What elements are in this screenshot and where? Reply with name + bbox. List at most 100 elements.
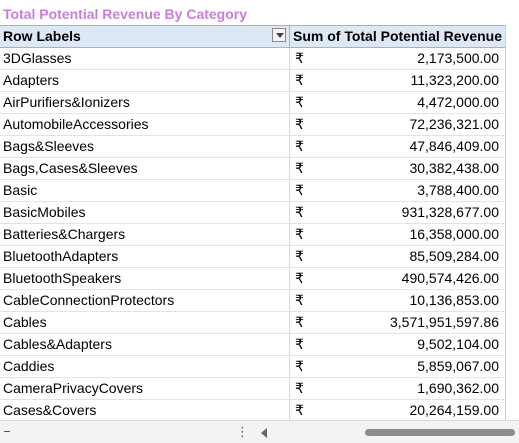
currency-symbol: ₹ — [295, 380, 304, 396]
pivot-title: Total Potential Revenue By Category — [3, 6, 248, 22]
row-label-cell[interactable]: Cables&Adapters — [3, 336, 112, 352]
value-cell[interactable]: 10,136,853.00 — [409, 292, 499, 308]
row-label-cell[interactable]: AutomobileAccessories — [3, 116, 149, 132]
column-divider — [289, 136, 290, 157]
row-label-cell[interactable]: Batteries&Chargers — [3, 226, 126, 242]
row-labels-header[interactable]: Row Labels — [3, 28, 81, 44]
spreadsheet-grid: Total Potential Revenue By Category Row … — [0, 6, 506, 420]
table-row[interactable]: Cables&Adapters ₹9,502,104.00 — [0, 334, 505, 356]
table-row[interactable]: Cables ₹3,571,951,597.86 — [0, 312, 505, 334]
value-cell[interactable]: 2,173,500.00 — [417, 50, 499, 66]
sheet-bottom-bar: ⋮ — [0, 420, 519, 443]
column-gridline — [505, 25, 506, 420]
pivot-rows: 3DGlasses ₹2,173,500.00 Adapters ₹11,323,20… — [0, 48, 505, 420]
column-divider — [289, 356, 290, 377]
column-divider — [289, 268, 290, 289]
left-arrow-icon[interactable] — [261, 428, 267, 438]
zoom-out-icon[interactable] — [4, 431, 10, 432]
column-divider — [289, 26, 290, 47]
value-cell[interactable]: 11,323,200.00 — [410, 72, 500, 88]
value-cell[interactable]: 4,472,000.00 — [417, 94, 499, 110]
row-label-cell[interactable]: CameraPrivacyCovers — [3, 380, 144, 396]
row-label-cell[interactable]: Cases&Covers — [3, 402, 97, 418]
value-cell[interactable]: 20,264,159.00 — [409, 402, 499, 418]
column-divider — [289, 246, 290, 267]
table-row[interactable]: AutomobileAccessories ₹72,236,321.00 — [0, 114, 505, 136]
filter-dropdown-button[interactable] — [272, 28, 286, 42]
value-cell[interactable]: 3,788,400.00 — [417, 182, 499, 198]
value-cell[interactable]: 490,574,426.00 — [401, 270, 499, 286]
column-divider — [289, 312, 290, 333]
row-label-cell[interactable]: Cables — [3, 314, 47, 330]
horizontal-scrollbar-thumb[interactable] — [365, 429, 515, 436]
currency-symbol: ₹ — [295, 182, 304, 198]
currency-symbol: ₹ — [295, 72, 304, 88]
value-cell[interactable]: 30,382,438.00 — [409, 160, 499, 176]
table-row[interactable]: BasicMobiles ₹931,328,677.00 — [0, 202, 505, 224]
table-row[interactable]: Basic ₹3,788,400.00 — [0, 180, 505, 202]
currency-symbol: ₹ — [295, 116, 304, 132]
column-divider — [289, 378, 290, 399]
table-row[interactable]: BluetoothAdapters ₹85,509,284.00 — [0, 246, 505, 268]
row-label-cell[interactable]: BluetoothAdapters — [3, 248, 119, 264]
row-label-cell[interactable]: Adapters — [3, 72, 60, 88]
currency-symbol: ₹ — [295, 204, 304, 220]
currency-symbol: ₹ — [295, 270, 304, 286]
table-row[interactable]: Batteries&Chargers ₹16,358,000.00 — [0, 224, 505, 246]
row-label-cell[interactable]: Caddies — [3, 358, 55, 374]
row-label-cell[interactable]: Bags&Sleeves — [3, 138, 95, 154]
row-label-cell[interactable]: BasicMobiles — [3, 204, 86, 220]
column-divider — [289, 92, 290, 113]
row-label-cell[interactable]: BluetoothSpeakers — [3, 270, 122, 286]
currency-symbol: ₹ — [295, 226, 304, 242]
column-divider — [289, 400, 290, 420]
table-row[interactable]: Caddies ₹5,859,067.00 — [0, 356, 505, 378]
table-row[interactable]: Adapters ₹11,323,200.00 — [0, 70, 505, 92]
row-label-cell[interactable]: CableConnectionProtectors — [3, 292, 175, 308]
column-divider — [289, 114, 290, 135]
currency-symbol: ₹ — [295, 402, 304, 418]
pivot-header-row: Row Labels Sum of Total Potential Revenu… — [0, 25, 505, 48]
currency-symbol: ₹ — [295, 314, 304, 330]
row-label-cell[interactable]: Bags,Cases&Sleeves — [3, 160, 138, 176]
value-header[interactable]: Sum of Total Potential Revenue — [293, 28, 502, 44]
currency-symbol: ₹ — [295, 138, 304, 154]
value-cell[interactable]: 85,509,284.00 — [409, 248, 499, 264]
currency-symbol: ₹ — [295, 336, 304, 352]
table-row[interactable]: CableConnectionProtectors ₹10,136,853.00 — [0, 290, 505, 312]
value-cell[interactable]: 9,502,104.00 — [417, 336, 499, 352]
column-divider — [289, 290, 290, 311]
table-row[interactable]: AirPurifiers&Ionizers ₹4,472,000.00 — [0, 92, 505, 114]
column-divider — [289, 224, 290, 245]
currency-symbol: ₹ — [295, 160, 304, 176]
value-cell[interactable]: 47,846,409.00 — [409, 138, 499, 154]
currency-symbol: ₹ — [295, 292, 304, 308]
row-label-cell[interactable]: AirPurifiers&Ionizers — [3, 94, 130, 110]
value-cell[interactable]: 16,358,000.00 — [409, 226, 499, 242]
table-row[interactable]: CameraPrivacyCovers ₹1,690,362.00 — [0, 378, 505, 400]
table-row[interactable]: Bags,Cases&Sleeves ₹30,382,438.00 — [0, 158, 505, 180]
table-row[interactable]: Cases&Covers ₹20,264,159.00 — [0, 400, 505, 420]
value-cell[interactable]: 72,236,321.00 — [409, 116, 499, 132]
column-divider — [289, 48, 290, 69]
currency-symbol: ₹ — [295, 358, 304, 374]
currency-symbol: ₹ — [295, 94, 304, 110]
table-row[interactable]: BluetoothSpeakers ₹490,574,426.00 — [0, 268, 505, 290]
currency-symbol: ₹ — [295, 248, 304, 264]
currency-symbol: ₹ — [295, 50, 304, 66]
value-cell[interactable]: 5,859,067.00 — [417, 358, 499, 374]
value-cell[interactable]: 931,328,677.00 — [401, 204, 499, 220]
value-cell[interactable]: 1,690,362.00 — [417, 380, 499, 396]
column-divider — [289, 180, 290, 201]
column-divider — [289, 202, 290, 223]
table-row[interactable]: Bags&Sleeves ₹47,846,409.00 — [0, 136, 505, 158]
value-cell[interactable]: 3,571,951,597.86 — [390, 314, 499, 330]
row-label-cell[interactable]: Basic — [3, 182, 38, 198]
row-label-cell[interactable]: 3DGlasses — [3, 50, 72, 66]
column-divider — [289, 158, 290, 179]
table-row[interactable]: 3DGlasses ₹2,173,500.00 — [0, 48, 505, 70]
kebab-icon[interactable]: ⋮ — [236, 424, 249, 439]
column-divider — [289, 334, 290, 355]
column-divider — [289, 70, 290, 91]
pivot-table: Row Labels Sum of Total Potential Revenu… — [0, 25, 505, 420]
